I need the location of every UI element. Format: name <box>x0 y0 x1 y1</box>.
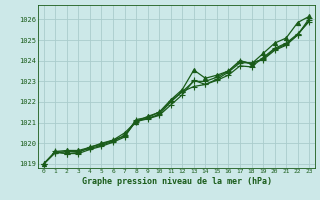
X-axis label: Graphe pression niveau de la mer (hPa): Graphe pression niveau de la mer (hPa) <box>82 177 271 186</box>
